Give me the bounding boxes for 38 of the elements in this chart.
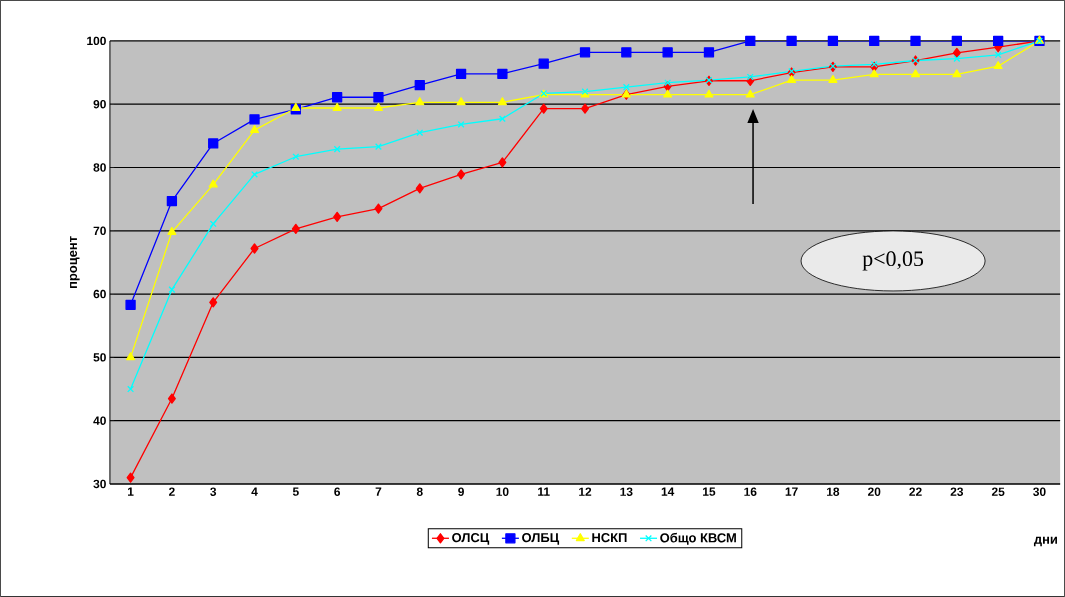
x-tick-label: 5	[292, 487, 299, 496]
x-tick-label: 8	[416, 487, 423, 497]
y-tick-label: 70	[93, 226, 106, 236]
y-tick-label: 100	[87, 36, 106, 46]
x-axis-title: дни	[1033, 536, 1057, 547]
y-tick-label: 80	[93, 163, 106, 172]
x-tick-label: 16	[744, 487, 757, 497]
x-tick-label: 18	[827, 487, 840, 497]
y-axis-title: процент	[69, 236, 80, 289]
x-tick-label: 2	[168, 487, 175, 496]
x-tick-label: 25	[991, 487, 1005, 497]
x-tick-label: 20	[867, 487, 881, 497]
legend-label: Общо КВСМ	[660, 532, 736, 545]
y-tick-label: 50	[93, 353, 106, 362]
y-tick-label: 60	[93, 289, 106, 299]
x-tick-label: 15	[703, 487, 716, 496]
legend-label: ОЛБЦ	[522, 533, 560, 545]
x-tick-label: 22	[909, 487, 922, 496]
y-tick-label: 40	[93, 416, 106, 425]
x-tick-label: 1	[128, 487, 134, 496]
annotation: p<0,05	[862, 251, 924, 271]
x-tick-label: 30	[1033, 487, 1046, 497]
y-tick-label: 90	[93, 100, 106, 109]
x-tick-label: 13	[620, 487, 633, 497]
x-tick-label: 17	[785, 487, 798, 496]
legend-label: ОЛСЦ	[452, 533, 490, 545]
y-tick-label: 30	[93, 479, 106, 489]
x-tick-label: 10	[496, 487, 509, 497]
x-tick-label: 3	[210, 487, 217, 497]
x-tick-label: 11	[538, 487, 550, 496]
x-tick-label: 6	[334, 487, 341, 497]
x-tick-label: 12	[579, 487, 592, 496]
x-tick-label: 23	[950, 487, 964, 497]
x-tick-label: 4	[251, 487, 258, 496]
legend-label: НСКП	[592, 533, 627, 543]
x-tick-label: 14	[661, 487, 675, 496]
x-tick-label: 7	[375, 487, 382, 496]
x-tick-label: 9	[458, 487, 464, 497]
